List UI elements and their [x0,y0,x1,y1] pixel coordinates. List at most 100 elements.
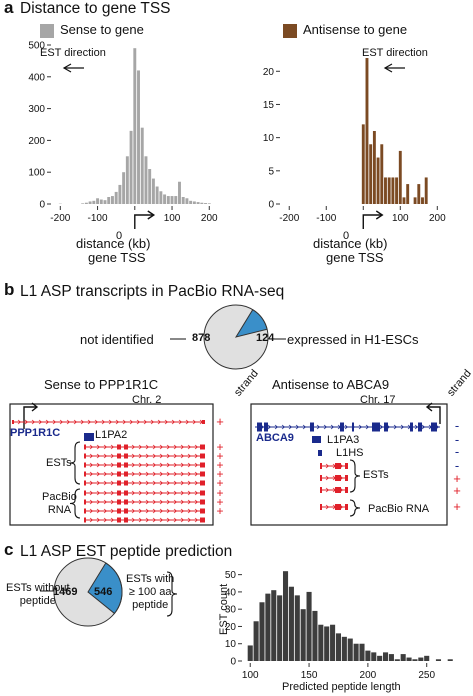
x-tick-label: 150 [301,670,318,681]
right-l1a-label: L1PA3 [327,434,360,446]
left-l1-element [84,433,94,441]
left-transcript-5-chevron [117,490,122,496]
tss-arrow-right-head [375,210,384,220]
panel-c-letter: c [4,540,14,559]
est-arrow-left-head [62,63,72,73]
pie-b-right-value: 124 [256,332,275,344]
chart-sense-histogram: 0 100 200 300 400 500 -200 -100 100 200 [28,41,218,225]
histogram-bar [88,201,92,204]
left-transcript-1-chevron [152,453,157,459]
right-strand-sign: - [455,444,459,459]
left-transcript-5-chevron [159,490,164,496]
histogram-bar [159,191,163,204]
left-transcript-6-chevron [89,499,94,505]
left-transcript-5-exon [117,490,121,496]
panel-a-title: Distance to gene TSS [20,0,171,17]
left-transcript-5-chevron [145,490,150,496]
right-transcript-0-exon [345,463,348,469]
left-gene-track-chevron [108,419,113,425]
histogram-bar [103,200,107,204]
left-transcript-6-chevron [145,499,150,505]
histogram-bar [435,659,442,661]
histogram-bar [388,654,394,661]
right-gene-track-chevron [316,424,321,430]
legend-swatch-antisense [283,24,297,38]
right-pacbio-label: PacBio RNA [368,503,430,515]
left-box-chr: Chr. 2 [132,394,162,406]
left-gene-track-chevron [45,419,50,425]
histogram-bar [353,643,359,661]
right-ests-label: ESTs [363,469,389,481]
left-transcript-1-exon [117,453,121,459]
legend-sense: Sense to gene [60,22,144,37]
left-transcript-2-exon [84,462,86,468]
left-gene-track-chevron [185,419,190,425]
left-transcript-7-chevron [187,508,192,514]
chart-antisense-histogram: 0 5 10 15 20 -200 -100 100 200 [263,58,446,224]
left-transcript-4 [84,480,205,486]
left-transcript-2-chevron [159,462,164,468]
right-strand-sign: + [453,471,461,486]
histogram-bar [207,203,211,204]
x-tick-label: -100 [316,213,336,224]
left-transcript-4-chevron [194,480,199,486]
tss-arrow-left-head [147,210,156,220]
left-transcript-5-chevron [166,490,171,496]
left-transcript-7 [84,508,205,514]
right-gene-track-chevron [393,424,398,430]
right-gene-track-chevron [372,424,377,430]
histogram-bar [110,196,114,204]
histogram-bar [92,200,96,204]
left-transcript-1-chevron [180,453,185,459]
left-transcript-6-chevron [159,499,164,505]
histogram-bar [140,127,144,204]
right-transcript-3-chevron [339,504,344,510]
right-transcript-0-exon [335,463,341,469]
histogram-bar [447,659,453,661]
left-gene-track-chevron [38,419,43,425]
y-tick-label: 300 [28,104,45,115]
est-direction-right: EST direction [362,47,428,59]
left-transcript-4-chevron [110,480,115,486]
left-transcript-3-chevron [131,471,136,477]
left-transcript-3-chevron [159,471,164,477]
left-transcript-0-exon [84,444,86,450]
left-gene-track-chevron [87,419,92,425]
left-pacbio-brace [69,488,81,519]
left-strand-sign: + [216,440,223,454]
histogram-bar [398,150,402,204]
panel-b-title: L1 ASP transcripts in PacBio RNA-seq [20,283,285,300]
left-transcript-2-exon [117,462,121,468]
left-transcript-6-chevron [96,499,101,505]
left-transcript-8-exon [117,517,121,523]
histogram-bar [330,624,336,661]
left-transcript-8-chevron [194,517,199,523]
left-transcript-8-chevron [89,517,94,523]
left-transcript-2-chevron [96,462,101,468]
right-gene-track-exon [264,422,268,432]
histogram-bar [265,593,271,661]
left-transcript-1-chevron [110,453,115,459]
histogram-bar [335,633,342,661]
left-transcript-8-chevron [110,517,115,523]
tss-arrow-right [362,214,382,229]
left-tss-arrow-head [31,402,39,412]
left-gene-track-chevron [24,419,29,425]
left-transcript-3-chevron [145,471,150,477]
left-transcript-5-chevron [110,490,115,496]
right-transcript-1-chevron [325,475,330,481]
right-transcript-3-exon [345,504,348,510]
right-gene-track-chevron [302,424,307,430]
histogram-bar [122,172,126,204]
left-transcript-0-exon [200,444,205,450]
left-transcript-1-chevron [89,453,94,459]
right-gene-track-exon [352,422,354,432]
left-gene-track-chevron [199,419,204,425]
left-transcript-3-chevron [89,471,94,477]
left-transcript-1-chevron [96,453,101,459]
left-transcript-7-exon [84,508,86,514]
left-strand-sign: + [216,476,223,490]
right-gene-track-chevron [421,424,426,430]
histogram-bar [412,659,418,661]
